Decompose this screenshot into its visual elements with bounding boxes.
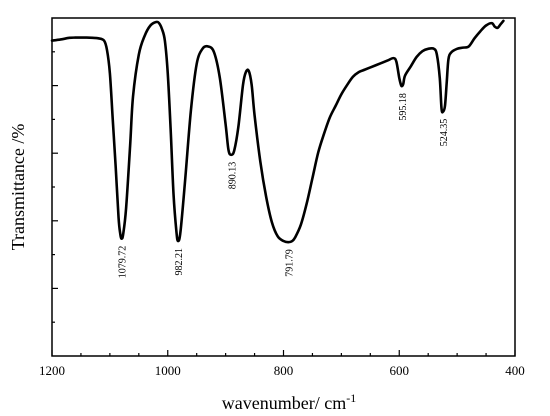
peak-label: 982.21 xyxy=(174,248,185,276)
plot-frame xyxy=(51,17,516,357)
x-tick-label: 1200 xyxy=(39,363,65,378)
x-axis-tick-labels: 1200 1000 800 600 400 xyxy=(39,363,525,378)
x-tick-label: 600 xyxy=(390,363,410,378)
peak-label: 524.35 xyxy=(439,119,450,147)
x-axis-title: wavenumber/ cm-1 xyxy=(222,391,356,413)
y-axis-title: Transmittance /% xyxy=(8,124,28,251)
peak-label: 791.79 xyxy=(284,249,295,277)
x-tick-label: 400 xyxy=(505,363,525,378)
y-axis-ticks xyxy=(52,51,58,323)
x-axis-title-superscript: -1 xyxy=(346,391,356,405)
peak-label: 890.13 xyxy=(227,162,238,190)
peak-labels: 1079.72 982.21 890.13 791.79 595.18 524.35 xyxy=(118,93,450,278)
x-axis-ticks xyxy=(51,350,516,356)
x-tick-label: 800 xyxy=(274,363,294,378)
x-tick-label: 1000 xyxy=(155,363,181,378)
peak-label: 1079.72 xyxy=(118,246,129,279)
spectrum-line xyxy=(50,19,505,244)
peak-label: 595.18 xyxy=(398,93,409,121)
